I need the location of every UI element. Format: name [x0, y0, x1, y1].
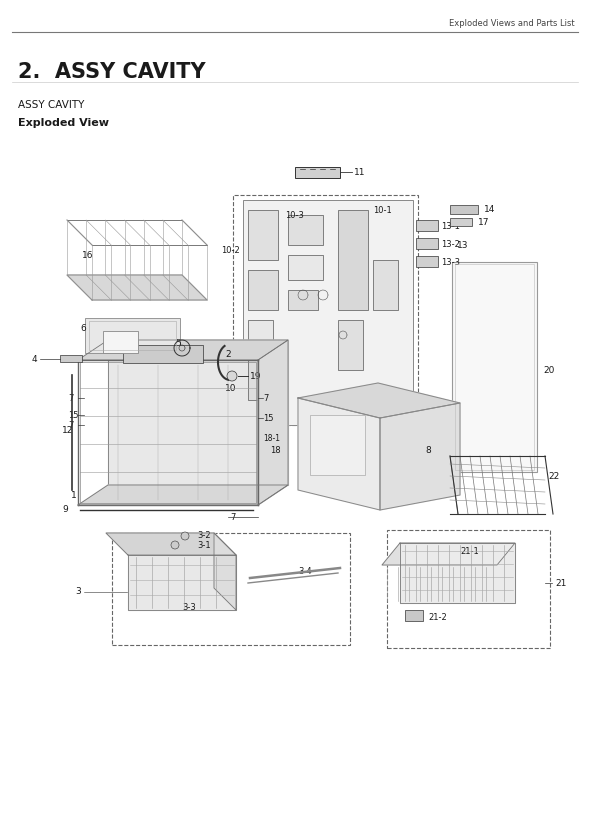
Bar: [288, 255, 323, 280]
Polygon shape: [108, 340, 288, 485]
Polygon shape: [298, 398, 380, 510]
Text: 10-2: 10-2: [221, 246, 240, 255]
Text: 7: 7: [263, 393, 268, 402]
Text: 1: 1: [71, 491, 77, 500]
Text: 17: 17: [478, 217, 490, 227]
Bar: [405, 610, 423, 621]
Text: 5: 5: [175, 338, 181, 347]
Polygon shape: [214, 533, 236, 610]
Bar: [452, 262, 537, 472]
Text: 22: 22: [548, 471, 559, 481]
Bar: [123, 345, 203, 363]
Text: Exploded Views and Parts List: Exploded Views and Parts List: [450, 19, 575, 28]
Bar: [60, 355, 82, 362]
Text: 15: 15: [68, 411, 78, 420]
Text: 19: 19: [250, 372, 261, 381]
Polygon shape: [400, 543, 515, 603]
Text: 16: 16: [82, 251, 93, 260]
Bar: [338, 210, 368, 310]
Text: 13-2: 13-2: [441, 240, 460, 248]
Polygon shape: [106, 533, 236, 555]
Bar: [103, 331, 138, 353]
Text: 15: 15: [263, 413, 274, 422]
Text: 10-3: 10-3: [285, 211, 304, 220]
Text: 6: 6: [80, 323, 86, 332]
Polygon shape: [298, 383, 460, 418]
Polygon shape: [67, 275, 207, 300]
Bar: [295, 167, 340, 178]
Text: 18-1: 18-1: [263, 433, 280, 442]
Text: 3-4: 3-4: [298, 567, 312, 576]
Circle shape: [181, 532, 189, 540]
Bar: [85, 318, 180, 353]
Text: Exploded View: Exploded View: [18, 118, 109, 128]
Text: 21-1: 21-1: [460, 546, 478, 556]
Polygon shape: [258, 340, 288, 505]
Bar: [416, 220, 438, 231]
Text: 11: 11: [354, 167, 365, 177]
Text: 9: 9: [62, 506, 68, 515]
Bar: [89, 321, 176, 350]
Text: 20: 20: [543, 366, 555, 375]
Text: 4: 4: [32, 355, 38, 363]
Bar: [450, 218, 472, 226]
Polygon shape: [128, 555, 236, 610]
Bar: [248, 360, 273, 400]
Circle shape: [227, 371, 237, 381]
Text: 2: 2: [225, 350, 231, 358]
Bar: [233, 195, 418, 425]
Bar: [455, 264, 534, 470]
Text: 13-1: 13-1: [441, 222, 460, 231]
Polygon shape: [380, 403, 460, 510]
Bar: [112, 533, 350, 645]
Text: 21-2: 21-2: [428, 612, 447, 621]
Text: 3-2: 3-2: [197, 531, 211, 541]
Bar: [248, 270, 278, 310]
Bar: [450, 205, 478, 214]
Bar: [416, 256, 438, 267]
Text: 3-3: 3-3: [182, 602, 196, 611]
Bar: [310, 415, 365, 475]
Bar: [387, 530, 550, 648]
Text: 21: 21: [555, 578, 566, 587]
Bar: [248, 320, 273, 350]
Text: 10: 10: [225, 383, 237, 392]
Text: 13-3: 13-3: [441, 257, 460, 267]
Text: 7: 7: [68, 393, 73, 402]
Bar: [288, 290, 318, 310]
Bar: [338, 320, 363, 370]
Text: 13: 13: [457, 241, 468, 250]
Bar: [80, 362, 256, 503]
Text: 10-1: 10-1: [373, 206, 392, 215]
Text: 12: 12: [62, 426, 73, 435]
Bar: [248, 210, 278, 260]
Circle shape: [171, 541, 179, 549]
Polygon shape: [78, 485, 288, 505]
Polygon shape: [382, 543, 515, 565]
Text: 8: 8: [425, 446, 431, 455]
Bar: [243, 200, 413, 425]
Bar: [373, 260, 398, 310]
Bar: [416, 238, 438, 249]
Bar: [288, 215, 323, 245]
Text: 7: 7: [230, 512, 235, 521]
Text: 2.  ASSY CAVITY: 2. ASSY CAVITY: [18, 62, 206, 82]
Text: 3: 3: [75, 587, 81, 596]
Polygon shape: [78, 340, 288, 360]
Text: 18: 18: [270, 446, 281, 455]
Text: 14: 14: [484, 204, 496, 213]
Text: 7: 7: [68, 421, 73, 430]
Text: 3-1: 3-1: [197, 541, 211, 550]
Text: ASSY CAVITY: ASSY CAVITY: [18, 100, 84, 110]
